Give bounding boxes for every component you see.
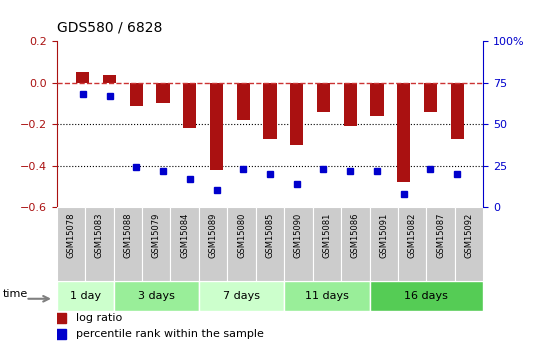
Bar	[256, 207, 284, 281]
Bar	[130, 83, 143, 106]
Text: GSM15085: GSM15085	[266, 213, 274, 258]
Text: GSM15079: GSM15079	[152, 213, 161, 258]
Text: 1 day: 1 day	[70, 291, 100, 301]
Text: GSM15086: GSM15086	[351, 213, 360, 258]
Bar	[171, 207, 199, 281]
Text: 16 days: 16 days	[404, 291, 448, 301]
Text: GSM15082: GSM15082	[408, 213, 417, 258]
Text: GSM15090: GSM15090	[294, 213, 303, 258]
Text: percentile rank within the sample: percentile rank within the sample	[76, 329, 264, 339]
Bar	[113, 207, 142, 281]
Text: GSM15089: GSM15089	[208, 213, 218, 258]
Bar	[57, 281, 113, 310]
Bar	[284, 281, 369, 310]
Bar	[369, 207, 398, 281]
Text: GSM15078: GSM15078	[66, 213, 76, 258]
Bar	[369, 281, 483, 310]
Bar	[397, 83, 410, 182]
Text: GSM15087: GSM15087	[436, 213, 445, 258]
Text: GSM15080: GSM15080	[237, 213, 246, 258]
Text: 3 days: 3 days	[138, 291, 174, 301]
Bar	[227, 207, 256, 281]
Bar	[370, 83, 384, 116]
Bar	[343, 83, 357, 126]
Bar	[398, 207, 427, 281]
Text: GDS580 / 6828: GDS580 / 6828	[57, 20, 162, 34]
Bar	[85, 207, 113, 281]
Bar	[210, 83, 223, 170]
Bar	[113, 281, 199, 310]
Text: 11 days: 11 days	[305, 291, 349, 301]
Bar	[290, 83, 303, 145]
Bar	[341, 207, 369, 281]
Text: 7 days: 7 days	[223, 291, 260, 301]
Text: log ratio: log ratio	[76, 313, 122, 323]
Bar	[103, 75, 116, 83]
Bar	[237, 83, 250, 120]
Bar	[284, 207, 313, 281]
Bar	[264, 83, 276, 139]
Text: GSM15083: GSM15083	[95, 213, 104, 258]
Text: GSM15081: GSM15081	[322, 213, 332, 258]
Bar	[142, 207, 171, 281]
Bar	[199, 207, 227, 281]
Bar	[199, 281, 284, 310]
Bar	[450, 83, 464, 139]
Bar	[317, 83, 330, 112]
Bar	[455, 207, 483, 281]
Bar	[424, 83, 437, 112]
Text: time: time	[3, 289, 28, 299]
Bar	[183, 83, 197, 128]
Bar	[156, 83, 170, 104]
Text: GSM15088: GSM15088	[123, 213, 132, 258]
Bar	[76, 72, 90, 83]
Bar	[313, 207, 341, 281]
Bar	[57, 207, 85, 281]
Bar	[427, 207, 455, 281]
Text: GSM15092: GSM15092	[464, 213, 474, 258]
Text: GSM15084: GSM15084	[180, 213, 189, 258]
Text: GSM15091: GSM15091	[379, 213, 388, 258]
